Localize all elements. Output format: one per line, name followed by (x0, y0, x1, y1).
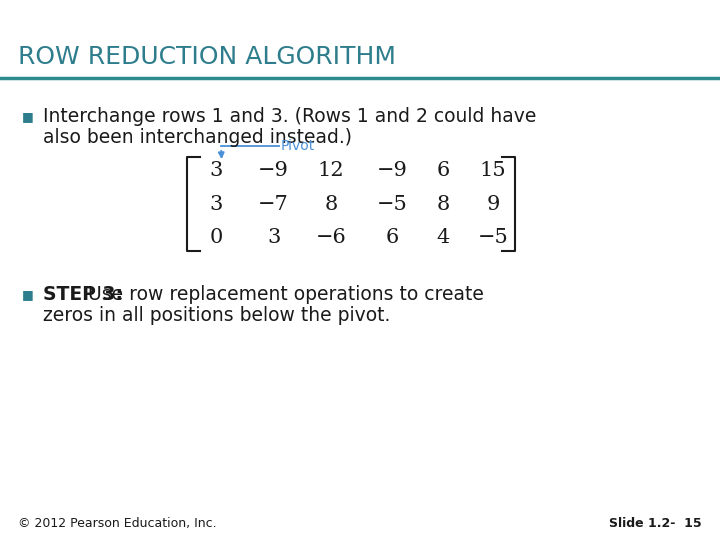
Text: Slide 1.2-  15: Slide 1.2- 15 (609, 517, 702, 530)
Text: ■: ■ (22, 110, 33, 123)
Text: STEP 3:: STEP 3: (43, 285, 123, 304)
Text: 3: 3 (210, 194, 222, 214)
Text: 6: 6 (436, 160, 449, 180)
Text: ROW REDUCTION ALGORITHM: ROW REDUCTION ALGORITHM (18, 45, 396, 69)
Text: also been interchanged instead.): also been interchanged instead.) (43, 128, 352, 147)
Text: 3: 3 (210, 160, 222, 180)
Text: 8: 8 (436, 194, 449, 214)
Text: Interchange rows 1 and 3. (Rows 1 and 2 could have: Interchange rows 1 and 3. (Rows 1 and 2 … (43, 106, 536, 126)
Text: Pivot: Pivot (281, 139, 315, 153)
Text: 0: 0 (210, 228, 222, 247)
Text: −5: −5 (478, 228, 508, 247)
Text: −5: −5 (377, 194, 408, 214)
Text: −9: −9 (258, 160, 289, 180)
Text: 15: 15 (480, 160, 506, 180)
Text: 4: 4 (436, 228, 449, 247)
Text: 8: 8 (325, 194, 338, 214)
Text: −6: −6 (316, 228, 346, 247)
Text: 3: 3 (267, 228, 280, 247)
Text: zeros in all positions below the pivot.: zeros in all positions below the pivot. (43, 306, 390, 326)
Text: Use row replacement operations to create: Use row replacement operations to create (88, 285, 484, 304)
Text: −9: −9 (377, 160, 408, 180)
Text: © 2012 Pearson Education, Inc.: © 2012 Pearson Education, Inc. (18, 517, 217, 530)
Text: 9: 9 (487, 194, 500, 214)
Text: 12: 12 (318, 160, 344, 180)
Text: 6: 6 (386, 228, 399, 247)
Text: −7: −7 (258, 194, 289, 214)
Text: ■: ■ (22, 288, 33, 301)
